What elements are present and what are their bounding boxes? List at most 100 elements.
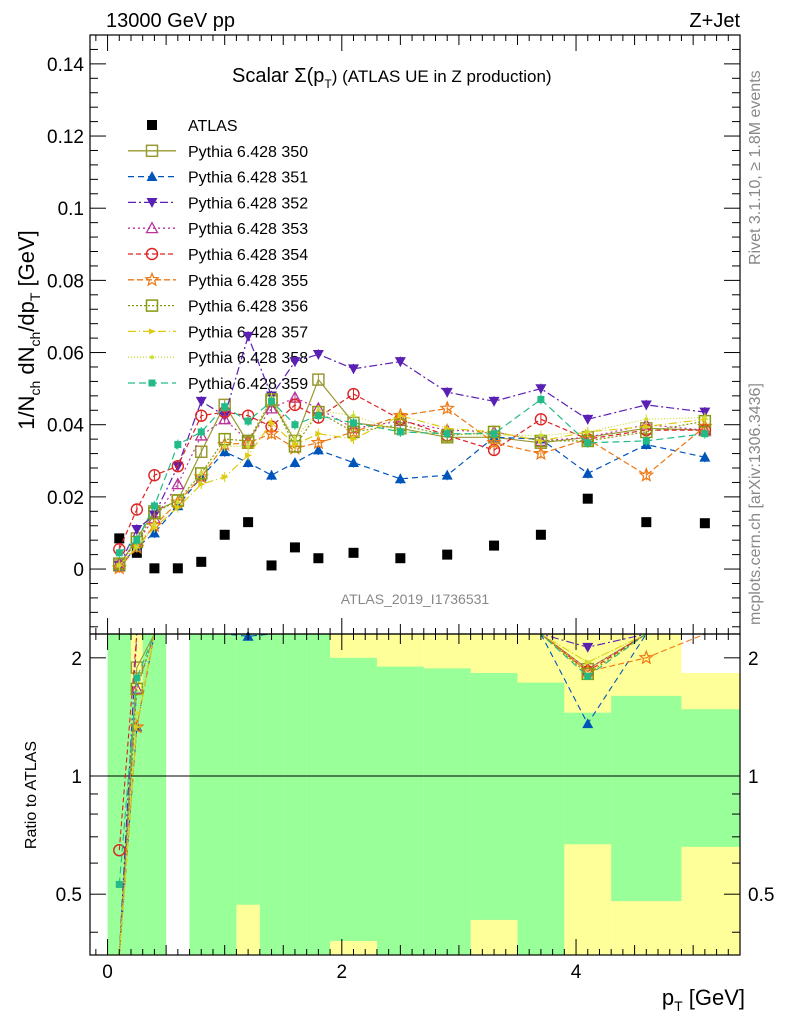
data-point	[130, 503, 144, 516]
watermark: ATLAS_2019_I1736531	[341, 591, 490, 607]
data-point	[242, 457, 254, 467]
data-point	[197, 428, 205, 436]
data-point	[348, 457, 360, 467]
ratio-band-inner	[306, 634, 331, 955]
legend-marker	[145, 299, 159, 312]
ratio-band-inner	[259, 634, 284, 955]
legend-marker	[144, 271, 160, 287]
legend-label: ATLAS	[188, 118, 238, 135]
series-line	[118, 398, 705, 554]
data-point	[699, 451, 711, 462]
data-point	[195, 467, 208, 480]
data-point	[315, 430, 323, 437]
data-point	[316, 408, 321, 413]
data-point	[149, 563, 160, 574]
series-5	[113, 387, 712, 556]
ratio-y-tick-label-right: 1	[748, 767, 759, 788]
data-point	[268, 397, 276, 405]
ratio-line	[118, 633, 705, 885]
ratio-frame	[89, 633, 741, 956]
ratio-y-label: Ratio to ATLAS	[23, 741, 40, 849]
data-point	[310, 434, 327, 450]
data-point	[289, 542, 300, 553]
legend-label: Pythia 6.428 354	[188, 247, 308, 264]
chart-title: Scalar Σ(pT) (ATLAS UE in Z production)	[232, 65, 552, 91]
data-point	[195, 445, 208, 459]
data-point	[243, 517, 254, 528]
data-point	[441, 469, 453, 480]
y-axis-label: 1/Nch dNch/dpT [GeV]	[14, 230, 43, 430]
legend-label: Pythia 6.428 356	[188, 299, 308, 316]
legend-marker	[145, 221, 159, 234]
ratio-y-tick-label-right: 2	[748, 649, 759, 670]
header-left: 13000 GeV pp	[106, 10, 235, 32]
ratio-band-inner	[107, 634, 131, 955]
data-point	[396, 428, 404, 436]
legend-marker	[146, 198, 158, 208]
data-point	[198, 481, 206, 488]
legend-marker	[150, 355, 154, 360]
ratio-band-inner	[470, 672, 518, 920]
legend-item: ATLAS	[147, 118, 238, 135]
legend-item: Pythia 6.428 351	[128, 170, 308, 187]
y-tick-label: 0.14	[47, 55, 84, 76]
data-point	[246, 444, 251, 449]
data-point	[638, 467, 655, 482]
data-point	[133, 536, 141, 544]
data-point	[538, 433, 543, 438]
data-point	[312, 349, 324, 360]
ratio-series-9	[118, 633, 705, 956]
data-point	[115, 549, 123, 557]
ratio-series-10	[115, 633, 705, 888]
data-point	[397, 412, 405, 419]
y-tick-label: 0.06	[47, 344, 84, 365]
legend-item: Pythia 6.428 359	[128, 376, 308, 393]
ratio-point	[130, 682, 144, 694]
data-point	[439, 400, 455, 416]
data-point	[351, 413, 356, 418]
y-tick-label: 0.12	[47, 127, 84, 148]
data-point	[314, 412, 322, 420]
legend-label: Pythia 6.428 355	[188, 273, 308, 290]
ratio-point	[582, 718, 594, 729]
data-point	[196, 556, 207, 567]
data-point	[219, 529, 230, 540]
series-line	[118, 393, 705, 550]
ratio-band-inner	[611, 695, 682, 902]
data-point	[348, 364, 360, 375]
legend-marker	[149, 328, 156, 335]
legend-item: Pythia 6.428 354	[128, 247, 308, 264]
legend-item: Pythia 6.428 350	[128, 144, 308, 161]
data-point	[289, 357, 301, 368]
ratio-band-inner	[564, 712, 612, 845]
data-point	[348, 547, 359, 558]
data-point	[111, 559, 128, 575]
data-point	[172, 563, 183, 574]
data-point	[702, 415, 707, 420]
data-point	[244, 417, 252, 425]
data-point	[488, 396, 500, 407]
data-point	[174, 504, 182, 511]
data-point	[245, 452, 253, 459]
data-point	[312, 373, 325, 386]
data-point	[114, 533, 125, 544]
data-point	[221, 474, 229, 481]
ratio-point	[133, 674, 141, 682]
x-tick-label: 2	[337, 962, 348, 983]
data-point	[441, 387, 453, 398]
ratio-point	[113, 844, 126, 857]
data-point	[195, 396, 207, 407]
legend-label: Pythia 6.428 358	[188, 350, 308, 367]
data-point	[699, 518, 710, 529]
legend-item: Pythia 6.428 353	[128, 221, 308, 238]
data-point	[134, 543, 139, 548]
legend-item: Pythia 6.428 352	[128, 195, 308, 212]
data-point	[444, 425, 452, 432]
ratio-y-tick-label: 0.5	[56, 885, 82, 906]
data-point	[174, 441, 182, 449]
legend-label: Pythia 6.428 351	[188, 170, 308, 187]
series-line	[118, 334, 705, 566]
legend: ATLAS Pythia 6.428 350 Pythia 6.428 351 Pyt…	[128, 118, 308, 393]
ratio-point	[584, 672, 592, 680]
data-point	[221, 403, 229, 411]
